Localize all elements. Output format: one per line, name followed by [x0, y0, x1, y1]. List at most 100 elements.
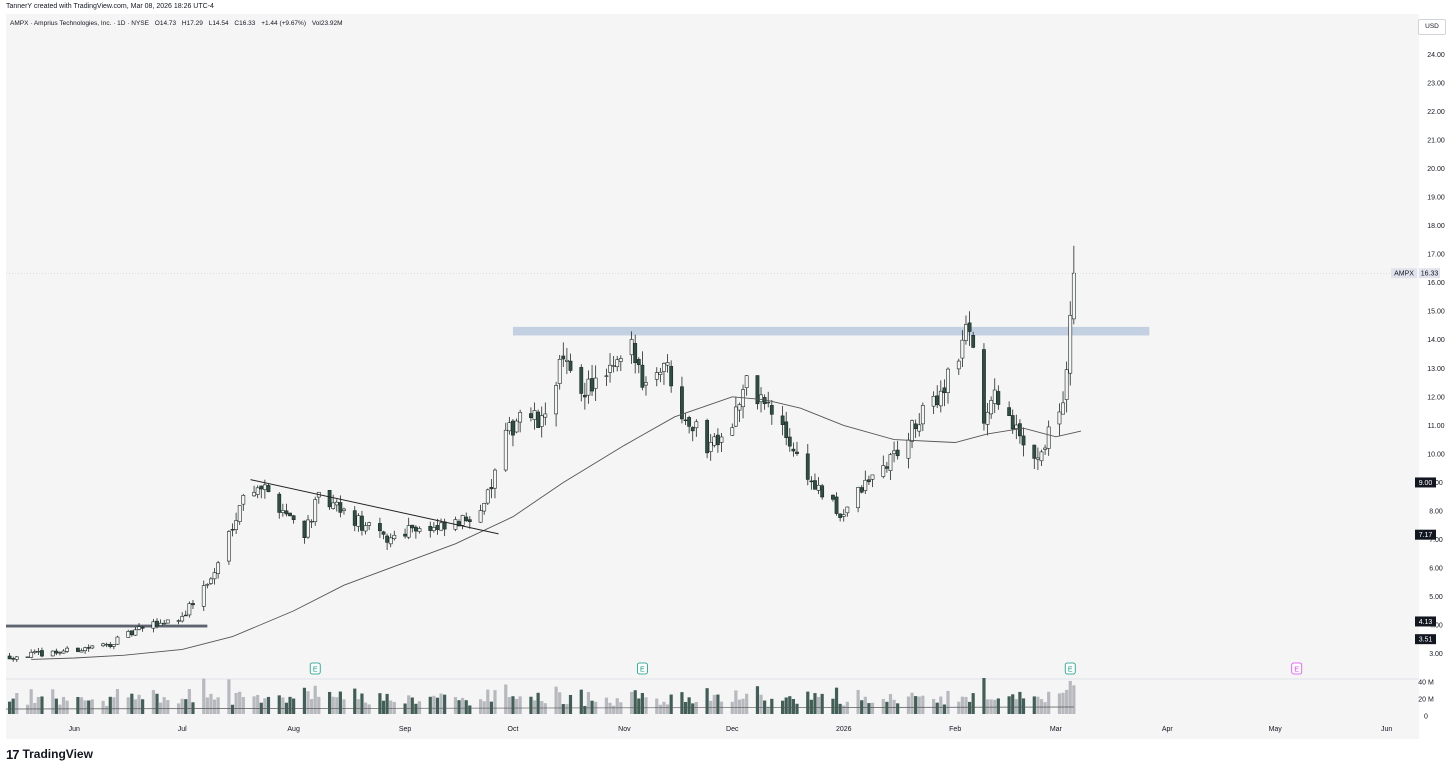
candle-body — [917, 424, 922, 432]
brand: 17 TradingView — [6, 744, 93, 764]
volume-bar — [518, 696, 522, 714]
volume-bar — [1065, 689, 1069, 714]
volume-bar — [292, 698, 296, 714]
volume-bar — [967, 701, 972, 714]
volume-bar — [180, 698, 184, 714]
candle-body — [1071, 272, 1076, 320]
candle-body — [611, 365, 616, 367]
candle-body — [216, 562, 221, 574]
volume-bar — [252, 696, 256, 714]
last-price-badge — [1419, 268, 1440, 279]
candle-body — [313, 499, 318, 523]
candle-body — [262, 484, 267, 490]
volume-bar — [453, 697, 458, 714]
support-zone — [6, 624, 208, 628]
y-tick-label: 20.00 — [1427, 166, 1445, 173]
volume-bar — [33, 702, 37, 714]
volume-bar — [184, 699, 188, 714]
candle-body — [1032, 444, 1037, 459]
volume-bar — [917, 696, 921, 714]
candle-body — [252, 492, 256, 497]
candle-body — [831, 494, 835, 500]
dividend-marker-label: E — [1294, 667, 1299, 674]
volume-bar — [327, 691, 332, 714]
candle-body — [165, 619, 170, 624]
volume-bar — [353, 688, 357, 714]
candle-body — [640, 364, 645, 388]
candle-body — [237, 505, 242, 522]
volume-bar — [310, 699, 314, 714]
volume-bar — [457, 700, 461, 714]
volume-bar — [590, 700, 594, 714]
x-tick-label: Jul — [178, 726, 187, 733]
candle-body — [137, 626, 141, 630]
x-tick-label: Feb — [949, 726, 961, 733]
volume-bar — [342, 699, 346, 714]
volume-bar — [680, 692, 684, 714]
volume-bar — [633, 690, 637, 714]
candle-body — [489, 487, 494, 490]
y-tick-label: 17.00 — [1427, 252, 1445, 259]
candle-body — [593, 377, 598, 389]
candle-body — [277, 493, 282, 513]
y-tick-label: 8.00 — [1429, 509, 1443, 516]
candle-body — [719, 436, 724, 443]
candle-body — [809, 480, 814, 483]
candle-body — [536, 411, 541, 428]
volume-bar — [356, 699, 360, 714]
volume-bar — [112, 697, 116, 714]
candle-body — [935, 395, 940, 406]
candle-body — [284, 510, 289, 515]
volume-bar — [79, 697, 84, 714]
x-tick-label: Jun — [1381, 726, 1392, 733]
volume-bar — [335, 697, 339, 714]
candle-body — [604, 375, 609, 377]
volume-bar — [256, 694, 260, 714]
candle-body — [65, 647, 70, 652]
candle-body — [514, 420, 519, 433]
candle-body — [309, 520, 314, 523]
currency-button[interactable]: USD — [1418, 19, 1446, 35]
volume-bar — [461, 697, 465, 714]
open-value: O14.73 — [154, 20, 177, 27]
volume-bar — [932, 698, 936, 714]
volume-bar — [443, 694, 447, 714]
candle-body — [910, 420, 914, 442]
candle-body — [608, 364, 612, 373]
candle-body — [140, 626, 145, 629]
chart-area[interactable] — [6, 14, 1419, 739]
candle-body — [805, 453, 810, 480]
candle-body — [40, 650, 44, 657]
candle-body — [859, 487, 864, 493]
candle-body — [392, 534, 397, 539]
volume-bar — [813, 693, 817, 714]
volume-tick-label: 0 — [1424, 714, 1428, 721]
candle-body — [25, 656, 30, 658]
symbol-badge-label: AMPX — [1394, 271, 1414, 278]
volume-bar — [11, 698, 15, 714]
candle-body — [302, 520, 307, 539]
volume-bar — [414, 703, 418, 714]
candle-body — [291, 515, 296, 520]
price-level-value: 3.51 — [1419, 637, 1433, 644]
volume-bar — [964, 696, 968, 714]
price-level-badge — [1415, 529, 1436, 540]
volume-bar — [87, 700, 91, 714]
candle-body — [176, 620, 181, 622]
candle-body — [493, 469, 497, 489]
candle-body — [180, 616, 185, 622]
volume-bar — [29, 689, 33, 714]
volume-bar — [507, 697, 511, 714]
y-tick-label: 11.00 — [1428, 423, 1445, 430]
candle-body — [888, 454, 893, 471]
volume-bar — [54, 698, 58, 714]
candle-body — [133, 629, 138, 636]
volume-bar — [482, 701, 486, 714]
volume-bar — [770, 698, 774, 714]
candle-body — [946, 368, 950, 393]
candle-body — [795, 451, 799, 454]
candle-body — [381, 531, 386, 535]
volume-bar — [61, 696, 66, 714]
y-tick-label: 15.00 — [1427, 309, 1445, 316]
volume-tick-label: 20 M — [1418, 697, 1434, 704]
